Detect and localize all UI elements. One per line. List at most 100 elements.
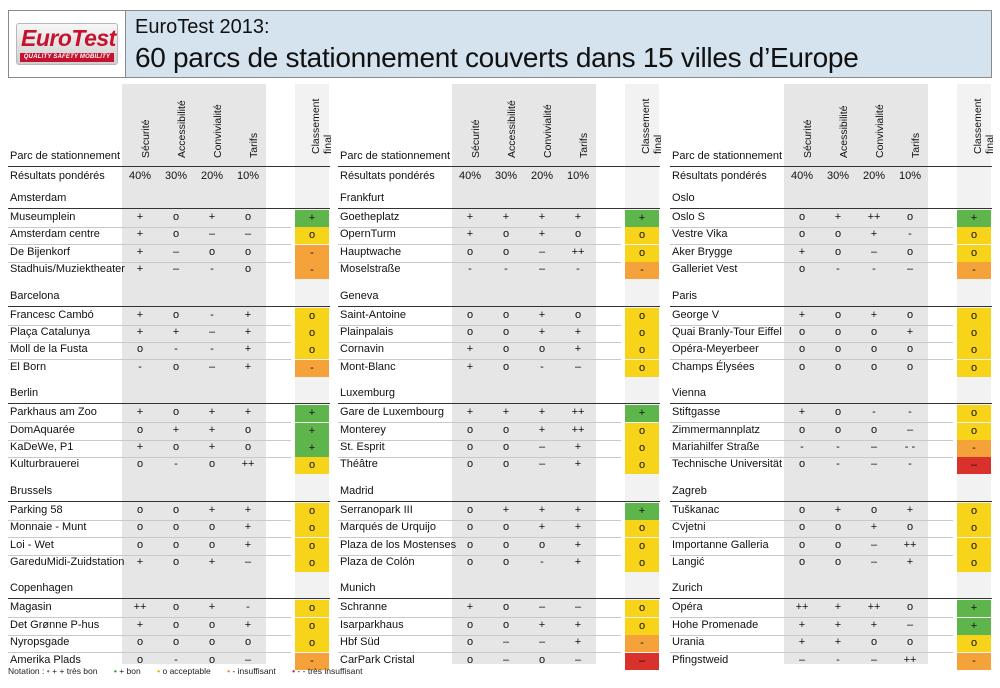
parking-name: Théâtre [340, 458, 378, 471]
criteria-score: o [574, 308, 582, 321]
header-rule [8, 166, 330, 167]
criteria-score: o [906, 601, 914, 614]
row-rule [8, 554, 291, 556]
row-rule [670, 244, 953, 246]
parking-name: Loi - Wet [10, 538, 54, 551]
criteria-score: + [172, 326, 180, 338]
criteria-score: o [466, 423, 474, 436]
row-rule [670, 634, 953, 636]
criteria-score: o [172, 538, 180, 551]
table-row: Francesc Cambó + o - + o [8, 307, 330, 326]
row-rule [338, 439, 621, 441]
criteria-score: o [136, 521, 144, 534]
criteria-score: + [906, 503, 914, 516]
criteria-score: + [466, 360, 474, 373]
criteria-score: o [798, 326, 806, 338]
criteria-score: o [136, 423, 144, 436]
final-rating: o [957, 635, 991, 653]
weights-label: Résultats pondérés [10, 170, 105, 182]
criteria-score: o [466, 503, 474, 516]
criteria-score: + [870, 228, 878, 241]
criteria-score: o [466, 653, 474, 666]
criteria-score: - [210, 263, 214, 276]
criteria-score: o [466, 441, 474, 453]
criteria-score: – [208, 228, 216, 241]
parking-name: Zimmermannplatz [672, 423, 761, 436]
table-row: Quai Branly-Tour Eiffel o o o + o [670, 325, 992, 343]
table-row: Museumplein + o + o + [8, 210, 330, 228]
final-rating: o [295, 325, 329, 342]
row-rule [8, 439, 291, 441]
criteria-score: – [906, 423, 914, 436]
criteria-score: o [870, 423, 878, 436]
final-rating: + [295, 405, 329, 423]
logo-tagline: QUALITY SAFETY MOBILITY [20, 53, 114, 62]
criteria-score: ++ [903, 538, 917, 551]
criteria-score: o [172, 601, 180, 614]
parking-name: Galleriet Vest [672, 263, 738, 276]
criteria-score: o [466, 245, 474, 258]
criteria-header: Convivialité [212, 104, 224, 158]
city-name: Copenhagen [10, 582, 74, 595]
criteria-score: o [172, 406, 180, 419]
final-rating: o [957, 422, 991, 440]
criteria-score: o [906, 521, 914, 534]
criteria-score: + [244, 308, 252, 321]
parking-name: Saint-Antoine [340, 308, 407, 321]
row-rule [670, 342, 953, 343]
table-row: George V + o + o o [670, 307, 992, 326]
criteria-score: – [244, 228, 252, 241]
parking-name: Goetheplatz [340, 211, 400, 223]
criteria-score: + [834, 211, 842, 223]
final-rating: o [295, 520, 329, 538]
table-row: Zimmermannplatz o o o – o [670, 422, 992, 441]
final-rating: - [625, 635, 659, 653]
parking-name: Museumplein [10, 211, 76, 223]
final-rating: o [295, 635, 329, 653]
parking-name: CarPark Cristal [340, 653, 415, 666]
city-rule [670, 500, 992, 502]
row-rule [8, 342, 291, 343]
weight-value: 20% [530, 170, 554, 182]
criteria-score: o [172, 521, 180, 534]
criteria-score: + [834, 618, 842, 631]
parc-header: Parc de stationnement [672, 150, 783, 162]
criteria-score: o [502, 245, 510, 258]
criteria-score: – [906, 263, 914, 276]
weight-value: 30% [164, 170, 188, 182]
criteria-column-shade [122, 84, 266, 664]
row-rule [338, 652, 621, 654]
criteria-score: + [136, 556, 144, 568]
criteria-score: o [208, 458, 216, 471]
final-rating: o [625, 520, 659, 538]
table-row: Kulturbrauerei o - o ++ o [8, 457, 330, 475]
parking-name: Monnaie - Munt [10, 521, 87, 534]
table-row: Pfingstweid – - – ++ - [670, 652, 992, 670]
criteria-score: + [136, 263, 144, 276]
city-rule [670, 208, 992, 209]
table-row: OpernTurm + o + o o [338, 227, 660, 246]
final-rating: o [625, 342, 659, 360]
criteria-score: o [172, 308, 180, 321]
city-rule [8, 305, 330, 307]
row-rule [338, 617, 621, 619]
criteria-header: Tarifs [578, 132, 590, 158]
table-row: Théâtre o o – + o [338, 457, 660, 475]
criteria-score: o [208, 653, 216, 666]
table-row: Goetheplatz + + + + + [338, 210, 660, 228]
criteria-score: o [502, 618, 510, 631]
criteria-score: – [538, 636, 546, 649]
parking-name: Amsterdam centre [10, 228, 100, 241]
table-row: KaDeWe, P1 + o + o + [8, 440, 330, 458]
criteria-score: + [574, 521, 582, 534]
table-row: Aker Brygge + o – o o [670, 244, 992, 263]
weight-value: 40% [790, 170, 814, 182]
criteria-score: - [210, 343, 214, 356]
row-rule [338, 342, 621, 343]
parking-name: Plaza de los Mostenses [340, 538, 457, 551]
criteria-score: + [244, 521, 252, 534]
criteria-score: + [466, 211, 474, 223]
table-row: Tuškanac o + o + o [670, 502, 992, 521]
criteria-score: – [244, 653, 252, 666]
